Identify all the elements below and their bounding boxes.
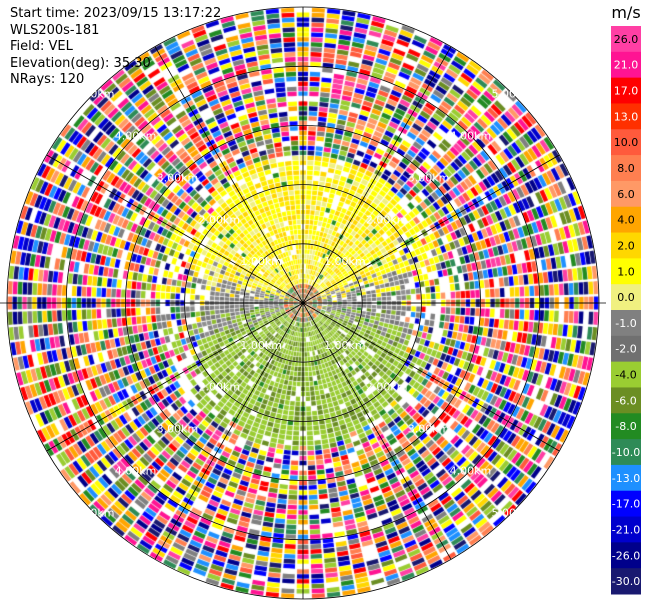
range-ring-label: 3.00km bbox=[408, 423, 450, 436]
range-ring-label: 1.00km bbox=[324, 339, 366, 352]
range-ring-label: 2.00km bbox=[366, 381, 408, 394]
colorbar-tick-label: 13.0 bbox=[614, 110, 639, 123]
colorbar-tick-label: -10.0 bbox=[612, 446, 640, 459]
spoke-120 bbox=[302, 302, 560, 452]
spoke-30 bbox=[302, 46, 452, 304]
colorbar-swatch bbox=[611, 103, 641, 130]
colorbar-swatch bbox=[611, 284, 641, 311]
colorbar-swatch bbox=[611, 51, 641, 79]
spoke-210 bbox=[154, 302, 304, 560]
spoke-60 bbox=[302, 154, 560, 304]
range-ring-label: 2.00km bbox=[198, 213, 240, 226]
spoke-150 bbox=[302, 302, 452, 560]
colorbar-swatch bbox=[611, 516, 641, 543]
spoke-240 bbox=[46, 302, 304, 452]
range-ring-label: 3.00km bbox=[157, 423, 199, 436]
colorbar-tick-label: 8.0 bbox=[617, 162, 635, 175]
elevation-label: Elevation(deg): 35.30 bbox=[10, 55, 151, 71]
range-ring-label: 2.00km bbox=[366, 213, 408, 226]
colorbar-tick-label: 17.0 bbox=[614, 85, 639, 98]
colorbar-tick-label: -21.0 bbox=[612, 523, 640, 536]
colorbar-swatch bbox=[611, 361, 641, 388]
range-ring-label: 3.00km bbox=[157, 171, 199, 184]
colorbar-tick-label: -13.0 bbox=[612, 472, 640, 485]
colorbar-swatch bbox=[611, 413, 641, 440]
colorbar-swatch bbox=[611, 568, 641, 595]
range-ring-label: 5.00km bbox=[73, 88, 115, 101]
range-ring-label: 4.00km bbox=[115, 464, 157, 477]
colorbar-tick-label: 1.0 bbox=[617, 265, 635, 278]
instrument-label: WLS200s-181 bbox=[10, 22, 100, 38]
colorbar-swatch bbox=[611, 335, 641, 363]
colorbar-unit: m/s bbox=[611, 3, 640, 22]
header-info: Start time: 2023/09/15 13:17:22 WLS200s-… bbox=[10, 6, 221, 89]
colorbar-swatch bbox=[611, 180, 641, 208]
start-time-label: Start time: 2023/09/15 13:17:22 bbox=[10, 6, 222, 21]
range-ring-label: 4.00km bbox=[450, 464, 492, 477]
colorbar-tick-label: -26.0 bbox=[612, 549, 640, 562]
colorbar-swatch bbox=[611, 129, 641, 156]
colorbar-tick-label: 21.0 bbox=[614, 59, 639, 72]
colorbar-swatch bbox=[611, 310, 641, 337]
range-ring-label: 3.00km bbox=[408, 171, 450, 184]
colorbar-swatch bbox=[611, 77, 641, 104]
colorbar-tick-label: -6.0 bbox=[615, 394, 636, 407]
colorbar-tick-label: 26.0 bbox=[614, 33, 639, 46]
spoke-300 bbox=[46, 154, 304, 304]
colorbar-tick-label: -8.0 bbox=[615, 420, 636, 433]
colorbar-tick-label: 2.0 bbox=[617, 239, 635, 252]
colorbar-tick-label: 10.0 bbox=[614, 136, 639, 149]
colorbar-swatch bbox=[611, 387, 641, 414]
spoke-330 bbox=[154, 46, 304, 304]
colorbar-swatch bbox=[611, 439, 641, 466]
colorbar-swatch bbox=[611, 26, 641, 53]
colorbar-tick-label: -2.0 bbox=[615, 343, 636, 356]
range-ring-label: 4.00km bbox=[115, 130, 157, 143]
colorbar-tick-label: -1.0 bbox=[615, 317, 636, 330]
range-ring-label: 5.00km bbox=[492, 506, 534, 519]
range-ring-label: 1.00km bbox=[324, 255, 366, 268]
colorbar-swatch bbox=[611, 232, 641, 259]
range-ring-label: 1.00km bbox=[240, 339, 282, 352]
nrays-label: NRays: 120 bbox=[10, 72, 85, 87]
colorbar-tick-label: -17.0 bbox=[612, 498, 640, 511]
colorbar-swatch bbox=[611, 258, 641, 285]
colorbar-tick-label: -4.0 bbox=[615, 369, 636, 382]
colorbar-swatch bbox=[611, 542, 641, 569]
colorbar-tick-label: 6.0 bbox=[617, 188, 635, 201]
colorbar-swatch bbox=[611, 155, 641, 182]
range-ring-label: 5.00km bbox=[73, 506, 115, 519]
colorbar-swatch bbox=[611, 464, 641, 492]
colorbar-tick-label: -30.0 bbox=[612, 575, 640, 588]
field-label: Field: VEL bbox=[10, 39, 73, 54]
range-ring-label: 5.00km bbox=[492, 88, 534, 101]
range-ring-label: 4.00km bbox=[450, 130, 492, 143]
range-ring-label: 2.00km bbox=[198, 381, 240, 394]
colorbar-tick-label: 4.0 bbox=[617, 214, 635, 227]
colorbar-swatch bbox=[611, 206, 641, 234]
colorbar-tick-label: 0.0 bbox=[617, 291, 635, 304]
range-ring-label: 1.00km bbox=[240, 255, 282, 268]
colorbar-swatch bbox=[611, 490, 641, 518]
